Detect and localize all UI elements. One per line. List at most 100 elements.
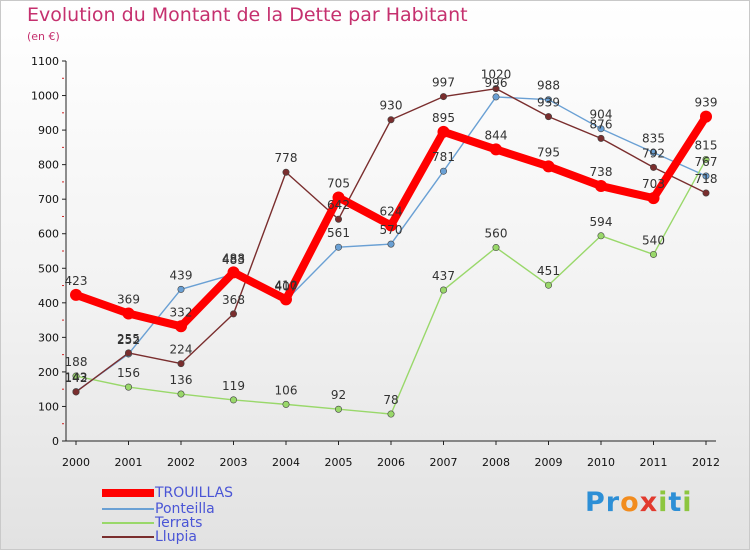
y-tick-label: 100 — [38, 400, 59, 413]
data-point — [230, 396, 238, 404]
data-label: 939 — [537, 96, 560, 110]
data-label: 540 — [642, 233, 665, 247]
x-tick-label: 2002 — [167, 456, 195, 469]
data-point — [125, 349, 133, 357]
data-label: 252 — [117, 333, 140, 347]
data-label: 778 — [275, 151, 298, 165]
data-point — [649, 163, 657, 171]
y-tick-label: 900 — [38, 124, 59, 137]
chart-unit: (en €) — [27, 30, 60, 43]
data-point — [334, 243, 342, 251]
proxiti-logo: Proxiti — [585, 487, 693, 518]
data-label: 997 — [432, 76, 455, 90]
data-point — [439, 286, 447, 294]
data-label: 142 — [65, 371, 88, 385]
data-label: 895 — [432, 111, 455, 125]
data-label: 407 — [275, 279, 298, 293]
x-tick-label: 2010 — [587, 456, 615, 469]
data-point — [385, 219, 397, 232]
chart-title: Evolution du Montant de la Dette par Hab… — [27, 4, 468, 26]
data-point — [597, 134, 605, 142]
x-tick-label: 2005 — [325, 456, 353, 469]
data-point — [544, 96, 552, 104]
y-tick-label: 400 — [38, 297, 59, 310]
data-point — [595, 180, 607, 193]
legend-swatch — [102, 489, 154, 497]
data-label: 78 — [383, 393, 398, 407]
data-label: 570 — [380, 223, 403, 237]
data-point — [649, 149, 657, 157]
data-point — [597, 125, 605, 133]
data-label: 410 — [275, 278, 298, 292]
data-point — [702, 155, 710, 163]
data-point — [282, 400, 290, 408]
y-tick-label: 1100 — [31, 55, 59, 68]
legend-swatch — [102, 536, 154, 538]
x-tick-label: 2004 — [272, 456, 300, 469]
data-label: 332 — [170, 305, 193, 319]
legend-label: Ponteilla — [155, 501, 215, 517]
data-label: 738 — [590, 165, 613, 179]
data-label: 488 — [222, 251, 245, 265]
data-point — [544, 113, 552, 121]
data-label: 792 — [642, 146, 665, 160]
data-label: 835 — [642, 132, 665, 146]
data-label: 483 — [222, 253, 245, 267]
legend-swatch — [102, 522, 154, 524]
data-point — [177, 285, 185, 293]
data-label: 815 — [695, 138, 718, 152]
series-layer — [70, 85, 712, 418]
data-label: 705 — [327, 176, 350, 190]
data-label: 594 — [590, 215, 613, 229]
data-label: 136 — [170, 373, 193, 387]
data-label: 106 — [275, 383, 298, 397]
logo-letter: i — [658, 487, 669, 518]
y-tick-label: 700 — [38, 193, 59, 206]
data-point — [122, 307, 135, 320]
data-point — [125, 383, 133, 391]
x-tick-label: 2001 — [115, 456, 143, 469]
y-tick-label: 0 — [52, 435, 59, 448]
data-point — [72, 372, 80, 380]
data-point — [334, 405, 342, 413]
data-point — [702, 172, 710, 180]
data-label: 703 — [642, 177, 665, 191]
data-label: 1020 — [481, 68, 512, 82]
data-label: 996 — [485, 76, 508, 90]
x-tick-label: 2003 — [220, 456, 248, 469]
data-label: 92 — [331, 388, 346, 402]
data-label: 876 — [590, 117, 613, 131]
data-label: 255 — [117, 332, 140, 346]
y-tick-label: 800 — [38, 159, 59, 172]
data-label: 439 — [170, 268, 193, 282]
data-point — [542, 160, 555, 173]
legend-label: Llupia — [155, 529, 197, 545]
data-label: 624 — [380, 204, 403, 218]
data-point — [387, 116, 395, 124]
data-label: 119 — [222, 379, 245, 393]
data-point — [702, 189, 710, 197]
data-point — [597, 232, 605, 240]
data-point — [437, 125, 450, 138]
data-point — [544, 281, 552, 289]
x-tick-label: 2012 — [692, 456, 720, 469]
data-label: 437 — [432, 269, 455, 283]
x-tick-label: 2006 — [377, 456, 405, 469]
axes: 0 100 200 300 400 500 600 700 800 900 1000 1100 2000… — [31, 55, 720, 469]
data-point — [439, 93, 447, 101]
logo-letter: r — [605, 487, 621, 518]
x-tick-label: 2007 — [430, 456, 458, 469]
data-point — [490, 143, 502, 156]
data-label: 423 — [65, 274, 88, 288]
data-label: 939 — [695, 96, 718, 110]
x-tick-label: 2000 — [62, 456, 90, 469]
data-point — [282, 168, 290, 176]
y-tick-label: 600 — [38, 228, 59, 241]
data-point — [492, 85, 500, 93]
data-label: 988 — [537, 79, 560, 93]
logo-letter: t — [668, 487, 683, 518]
x-tick-label: 2011 — [640, 456, 668, 469]
data-label: 844 — [485, 128, 508, 142]
